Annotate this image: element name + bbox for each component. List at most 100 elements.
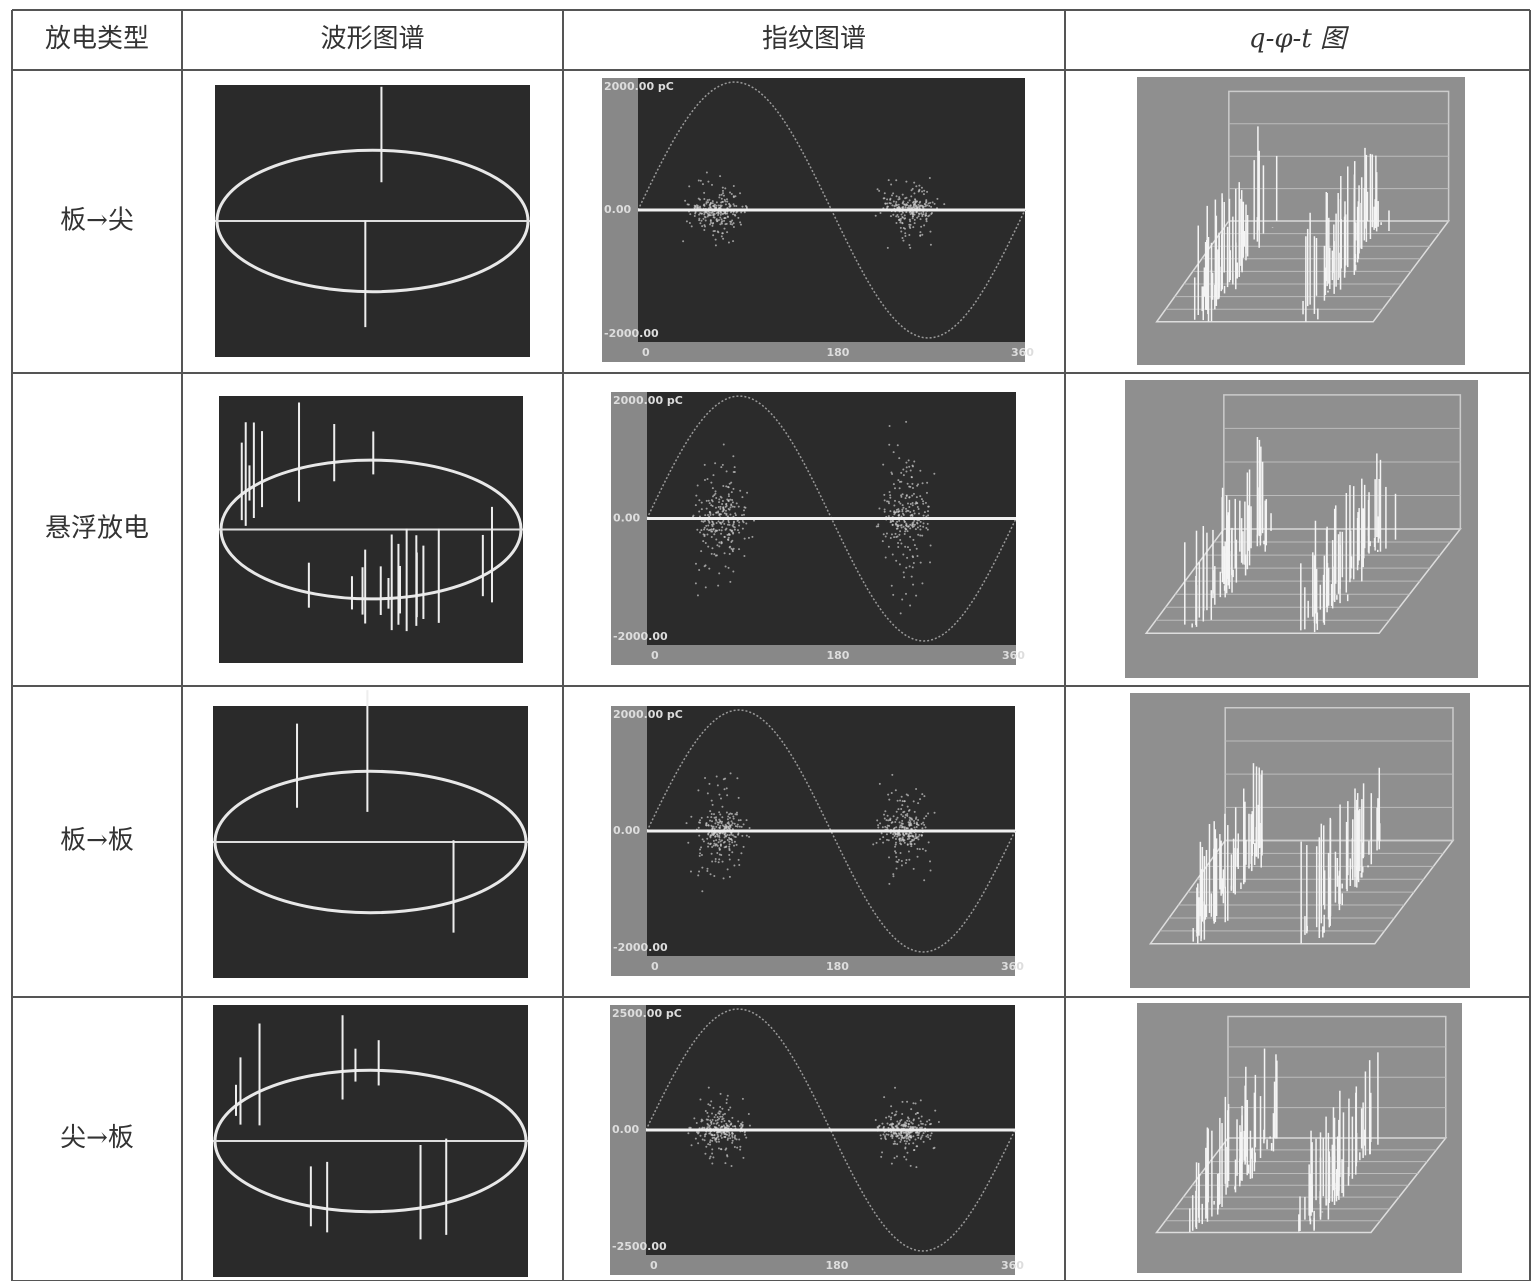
pd-dot: [737, 216, 740, 219]
pd-dot: [921, 582, 924, 585]
pd-dot: [889, 494, 892, 497]
pd-dot: [718, 521, 721, 524]
pd-dot: [713, 875, 716, 878]
pd-dot: [740, 211, 743, 214]
pd-dot: [735, 843, 738, 846]
pd-dot: [894, 850, 897, 853]
pd-dot: [701, 1138, 704, 1141]
pd-dot: [720, 201, 723, 204]
pd-dot: [703, 1126, 706, 1129]
pd-dot: [898, 457, 901, 460]
pd-dot: [730, 192, 733, 195]
fingerprint-x-label: 180: [827, 346, 850, 359]
pd-dot: [726, 1138, 729, 1141]
pd-dot: [700, 219, 703, 222]
pd-dot: [732, 222, 735, 225]
pd-dot: [886, 814, 889, 817]
pd-dot: [898, 196, 901, 199]
pd-dot: [898, 487, 901, 490]
pd-dot: [917, 533, 920, 536]
pd-dot: [714, 1113, 717, 1116]
pd-dot: [897, 808, 900, 811]
pd-dot: [709, 513, 712, 516]
pd-dot: [711, 1134, 714, 1137]
fingerprint-x-label: 0: [651, 649, 659, 662]
pd-dot: [920, 204, 923, 207]
pd-dot: [900, 471, 903, 474]
pd-dot: [915, 496, 918, 499]
pd-dot: [888, 502, 891, 505]
pd-dot: [929, 1123, 932, 1126]
pd-dot: [919, 528, 922, 531]
pd-dot: [726, 498, 729, 501]
pd-dot: [728, 1125, 731, 1128]
pd-dot: [739, 221, 742, 224]
pd-dot: [901, 508, 904, 511]
pd-dot: [911, 566, 914, 569]
pd-dot: [713, 533, 716, 536]
pd-dot: [729, 222, 732, 225]
pd-dot: [708, 520, 711, 523]
pd-dot: [892, 1123, 895, 1126]
pd-dot: [916, 1134, 919, 1137]
pd-dot: [729, 498, 732, 501]
pd-dot: [914, 528, 917, 531]
pd-dot: [900, 495, 903, 498]
pd-dot: [707, 832, 710, 835]
pd-dot: [943, 203, 946, 206]
pd-dot: [885, 1116, 888, 1119]
pd-dot: [925, 201, 928, 204]
pd-dot: [719, 507, 722, 510]
pd-dot: [689, 870, 692, 873]
pd-dot: [921, 827, 924, 830]
pd-dot: [745, 522, 748, 525]
pd-dot: [901, 1112, 904, 1115]
pd-dot: [713, 229, 716, 232]
pd-dot: [875, 841, 878, 844]
pd-dot: [910, 843, 913, 846]
pd-dot: [901, 825, 904, 828]
pd-dot: [720, 532, 723, 535]
pd-dot: [741, 205, 744, 208]
pd-dot: [735, 205, 738, 208]
pd-dot: [719, 1110, 722, 1113]
pd-dot: [735, 502, 738, 505]
pd-dot: [720, 197, 723, 200]
pd-dot: [909, 527, 912, 530]
pd-dot: [728, 205, 731, 208]
pd-dot: [908, 819, 911, 822]
pd-dot: [885, 819, 888, 822]
pd-dot: [919, 520, 922, 523]
pd-dot: [916, 506, 919, 509]
pd-dot: [703, 520, 706, 523]
pd-dot: [710, 799, 713, 802]
pd-dot: [714, 822, 717, 825]
pd-dot: [697, 826, 700, 829]
pd-dot: [930, 212, 933, 215]
pd-dot: [899, 1140, 902, 1143]
pd-dot: [903, 1136, 906, 1139]
pd-dot: [725, 504, 728, 507]
pd-dot: [884, 556, 887, 559]
pd-dot: [737, 819, 740, 822]
pd-dot: [699, 819, 702, 822]
pd-dot: [704, 564, 707, 567]
pd-dot: [918, 201, 921, 204]
pd-dot: [725, 811, 728, 814]
pd-dot: [904, 861, 907, 864]
pd-dot: [881, 1122, 884, 1125]
pd-dot: [908, 496, 911, 499]
pd-dot: [700, 501, 703, 504]
pd-dot: [718, 834, 721, 837]
pd-dot: [714, 860, 717, 863]
pd-dot: [716, 851, 719, 854]
pd-dot: [888, 490, 891, 493]
pd-dot: [732, 532, 735, 535]
pd-dot: [698, 510, 701, 513]
pd-dot: [728, 546, 731, 549]
pd-dot: [914, 817, 917, 820]
pd-dot: [701, 1126, 704, 1129]
pd-dot: [730, 491, 733, 494]
pd-dot: [908, 223, 911, 226]
pd-dot: [880, 1137, 883, 1140]
